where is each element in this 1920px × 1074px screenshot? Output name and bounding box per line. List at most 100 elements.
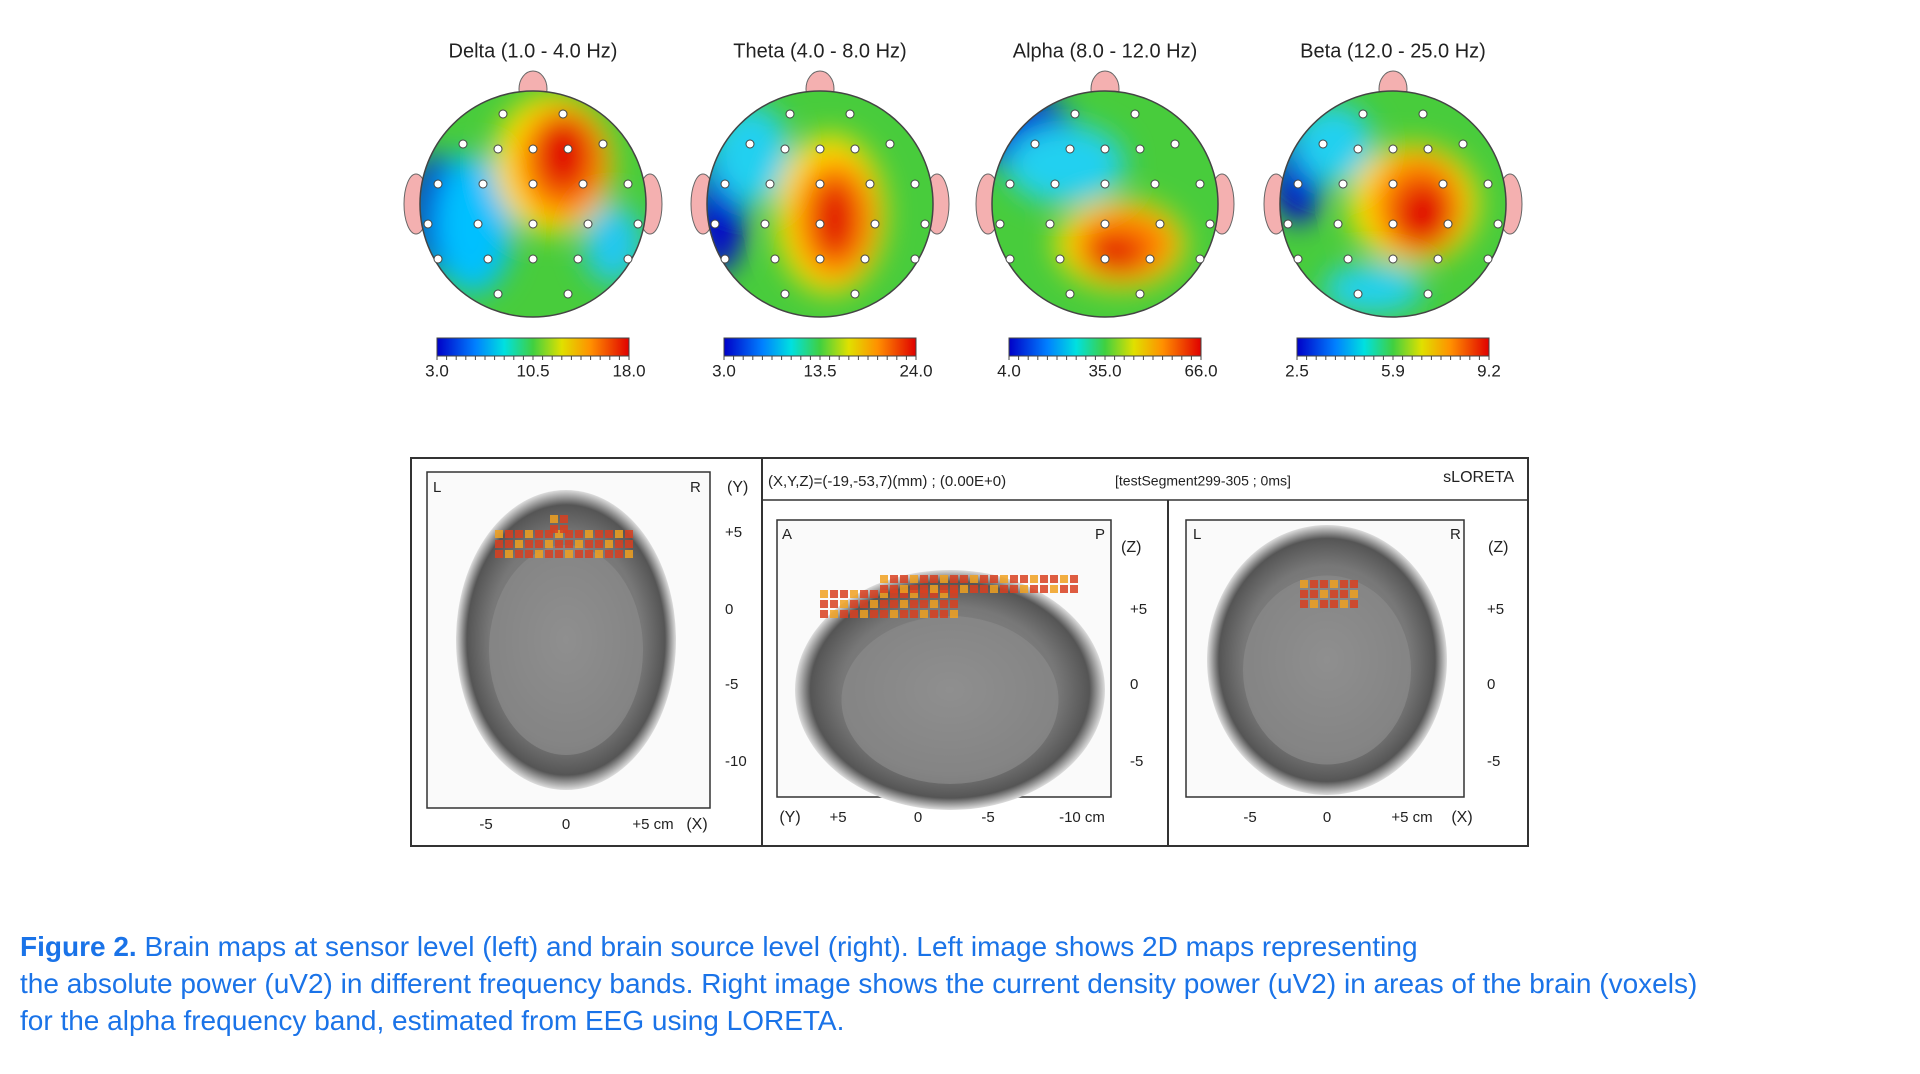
- electrode: [815, 179, 825, 189]
- active-voxel: [880, 600, 888, 608]
- active-voxel: [615, 540, 623, 548]
- caption-label: Figure 2.: [20, 931, 137, 962]
- electrode: [920, 219, 930, 229]
- active-voxel: [605, 540, 613, 548]
- active-voxel: [495, 540, 503, 548]
- active-voxel: [550, 515, 558, 523]
- active-voxel: [545, 550, 553, 558]
- active-voxel: [980, 585, 988, 593]
- active-voxel: [900, 590, 908, 598]
- colorbar-label: 3.0: [712, 361, 736, 380]
- electrode: [498, 109, 508, 119]
- active-voxel: [840, 590, 848, 598]
- electrode: [885, 139, 895, 149]
- electrode: [1388, 219, 1398, 229]
- electrode: [910, 254, 920, 264]
- active-voxel: [950, 600, 958, 608]
- active-voxel: [950, 590, 958, 598]
- active-voxel: [920, 575, 928, 583]
- electrode: [1195, 254, 1205, 264]
- active-voxel: [1050, 575, 1058, 583]
- axis-tick: -5: [479, 816, 492, 833]
- active-voxel: [1300, 590, 1308, 598]
- electrode: [720, 254, 730, 264]
- electrode: [1338, 179, 1348, 189]
- electrode: [1170, 139, 1180, 149]
- figure: (X,Y,Z)=(-19,-53,7)(mm) ; (0.00E+0) [tes…: [403, 40, 1529, 847]
- active-voxel: [960, 575, 968, 583]
- electrode: [478, 179, 488, 189]
- colorbar: [1296, 337, 1490, 357]
- electrode: [528, 254, 538, 264]
- active-voxel: [495, 530, 503, 538]
- active-voxel: [1030, 585, 1038, 593]
- active-voxel: [575, 550, 583, 558]
- electrode: [815, 254, 825, 264]
- active-voxel: [535, 540, 543, 548]
- brain-inner: [1243, 575, 1411, 765]
- power-region: [1323, 264, 1423, 314]
- axis-tick: +5 cm: [1391, 809, 1432, 826]
- axis-tick: -10 cm: [1059, 809, 1105, 826]
- power-region: [1085, 234, 1145, 274]
- colorbar: [723, 337, 917, 357]
- active-voxel: [1350, 600, 1358, 608]
- power-region: [583, 204, 643, 284]
- active-voxel: [900, 575, 908, 583]
- electrode: [1135, 144, 1145, 154]
- caption-text: for the alpha frequency band, estimated …: [20, 1005, 845, 1036]
- active-voxel: [920, 590, 928, 598]
- active-voxel: [1320, 600, 1328, 608]
- colorbar: [1008, 337, 1202, 357]
- active-voxel: [850, 600, 858, 608]
- electrode: [1205, 219, 1215, 229]
- active-voxel: [1020, 575, 1028, 583]
- electrode: [1483, 179, 1493, 189]
- active-voxel: [565, 530, 573, 538]
- electrode: [1318, 139, 1328, 149]
- colorbar-label: 18.0: [612, 361, 645, 380]
- electrode: [860, 254, 870, 264]
- brain-inner: [841, 616, 1059, 784]
- active-voxel: [1000, 575, 1008, 583]
- caption-text: Brain maps at sensor level (left) and br…: [144, 931, 1418, 962]
- active-voxel: [890, 600, 898, 608]
- active-voxel: [1070, 585, 1078, 593]
- corner-label: A: [782, 526, 792, 543]
- axis-tick: +5: [1130, 601, 1147, 618]
- axis-tick: -5: [725, 676, 738, 693]
- electrode: [1100, 179, 1110, 189]
- active-voxel: [505, 530, 513, 538]
- active-voxel: [560, 525, 568, 533]
- active-voxel: [1330, 580, 1338, 588]
- electrode: [785, 109, 795, 119]
- corner-label: L: [433, 479, 441, 496]
- axis-tick: 0: [725, 601, 733, 618]
- electrode: [850, 144, 860, 154]
- electrode: [483, 254, 493, 264]
- electrode: [473, 219, 483, 229]
- topomap: [1280, 91, 1506, 317]
- active-voxel: [1340, 600, 1348, 608]
- electrode: [563, 144, 573, 154]
- active-voxel: [585, 550, 593, 558]
- electrode: [815, 219, 825, 229]
- active-voxel: [900, 610, 908, 618]
- electrode: [1443, 219, 1453, 229]
- active-voxel: [625, 540, 633, 548]
- caption-text: the absolute power (uV2) in different fr…: [20, 968, 1698, 999]
- active-voxel: [555, 530, 563, 538]
- active-voxel: [615, 530, 623, 538]
- colorbar-label: 24.0: [899, 361, 932, 380]
- electrode: [1283, 219, 1293, 229]
- axis-label: (Z): [1488, 539, 1508, 556]
- electrode: [493, 289, 503, 299]
- axis-label: (Z): [1121, 539, 1141, 556]
- active-voxel: [565, 540, 573, 548]
- active-voxel: [860, 610, 868, 618]
- corner-label: R: [690, 479, 701, 496]
- electrode: [423, 219, 433, 229]
- electrode: [1065, 144, 1075, 154]
- active-voxel: [605, 550, 613, 558]
